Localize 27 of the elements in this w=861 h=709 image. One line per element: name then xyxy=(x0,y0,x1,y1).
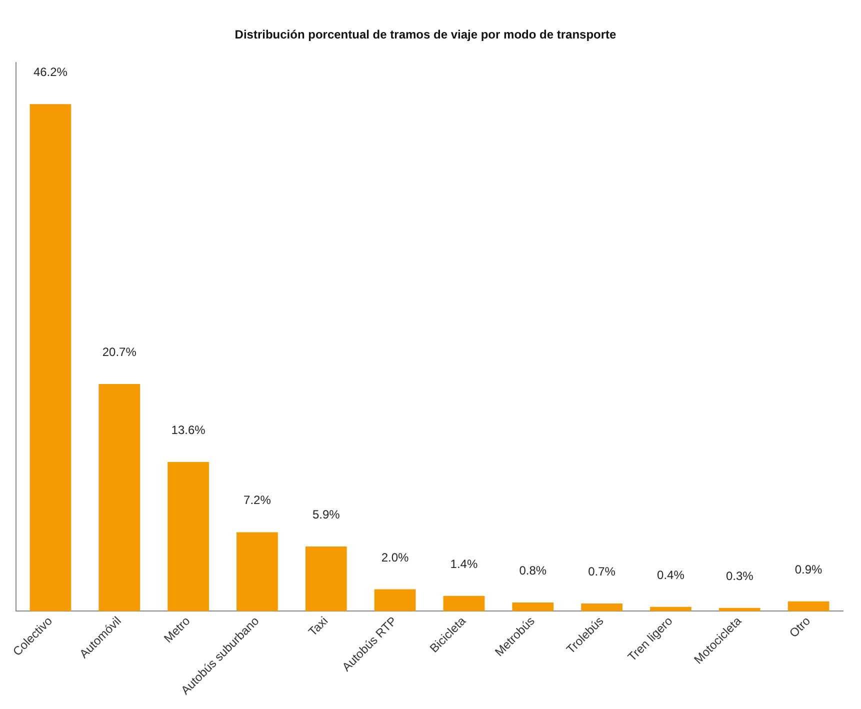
bar xyxy=(443,596,485,612)
bar xyxy=(581,604,622,612)
data-label: 0.4% xyxy=(657,568,685,582)
bar xyxy=(30,104,72,612)
data-label: 0.7% xyxy=(588,564,616,579)
data-label: 2.0% xyxy=(381,550,410,564)
bar xyxy=(512,602,554,612)
bar xyxy=(305,546,347,612)
bar xyxy=(374,589,416,612)
data-label: 1.4% xyxy=(450,556,478,571)
data-label: 0.9% xyxy=(794,562,823,576)
data-label: 5.9% xyxy=(312,507,340,522)
data-label: 20.7% xyxy=(102,345,137,360)
bar xyxy=(718,608,760,612)
chart-title: Distribución porcentual de tramos de viaje por modo de transporte xyxy=(234,28,617,42)
data-label: 0.8% xyxy=(519,563,547,578)
data-label: 13.6% xyxy=(171,422,206,437)
x-tick-label: Taxi xyxy=(306,614,331,639)
bar xyxy=(650,606,692,612)
bar xyxy=(98,384,140,612)
x-tick-label: Otro xyxy=(786,614,814,640)
data-label: 46.2% xyxy=(33,65,68,80)
bar xyxy=(168,462,209,612)
data-label: 0.3% xyxy=(726,568,754,583)
bar xyxy=(236,532,278,612)
data-label: 7.2% xyxy=(244,493,272,508)
bar xyxy=(788,601,830,612)
